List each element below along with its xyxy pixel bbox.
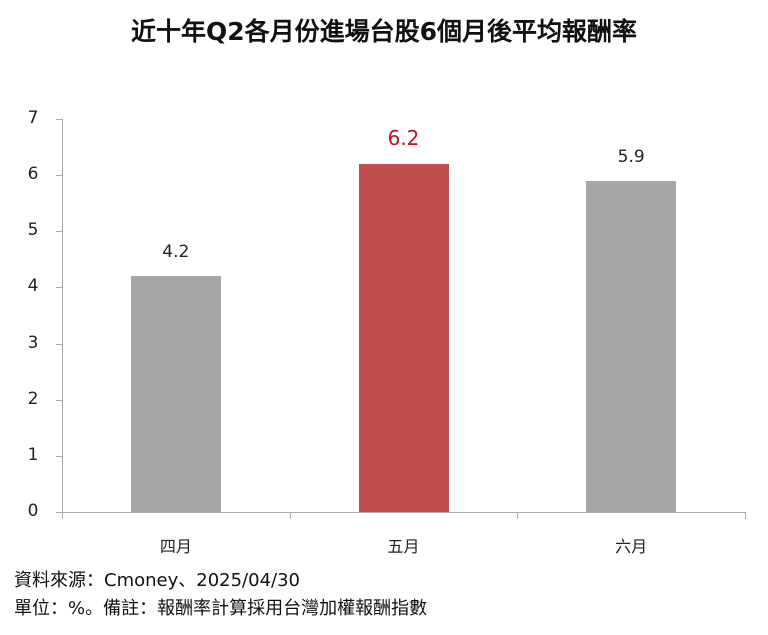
x-category-label: 六月 bbox=[615, 537, 648, 556]
y-tick bbox=[56, 455, 62, 457]
x-tick bbox=[517, 512, 519, 519]
bar-3 bbox=[586, 180, 677, 512]
bar-chart: 0 1 2 3 4 5 6 7 4.2 四月 6.2 五月 5.9 六月 bbox=[27, 108, 746, 556]
y-tick-label: 7 bbox=[27, 108, 39, 128]
y-tick bbox=[56, 287, 62, 289]
x-category-label: 五月 bbox=[387, 537, 420, 556]
y-tick-label: 3 bbox=[27, 332, 39, 353]
y-tick bbox=[56, 343, 62, 345]
bar-1 bbox=[130, 276, 221, 512]
y-axis bbox=[62, 119, 63, 519]
x-tick bbox=[745, 512, 746, 519]
source-note: 資料來源：Cmoney、2025/04/30 bbox=[14, 570, 300, 591]
y-tick bbox=[56, 119, 62, 120]
bar-2 bbox=[358, 163, 449, 512]
y-tick-label: 5 bbox=[27, 220, 39, 241]
y-tick-label: 0 bbox=[27, 501, 39, 521]
unit-note: 單位：%。備註：報酬率計算採用台灣加權報酬指數 bbox=[14, 598, 428, 619]
y-tick bbox=[56, 399, 62, 401]
bar-value-label: 5.9 bbox=[617, 146, 645, 167]
x-category-label: 四月 bbox=[159, 537, 192, 556]
y-tick-label: 2 bbox=[27, 388, 39, 409]
x-tick bbox=[289, 512, 291, 519]
y-tick bbox=[56, 231, 62, 233]
chart-title: 近十年Q2各月份進場台股6個月後平均報酬率 bbox=[130, 17, 638, 46]
bar-value-label: 4.2 bbox=[162, 242, 190, 263]
y-tick bbox=[56, 512, 62, 513]
y-tick-label: 6 bbox=[27, 164, 39, 185]
y-tick bbox=[56, 175, 62, 177]
bar-value-label: 6.2 bbox=[387, 125, 420, 150]
x-axis bbox=[56, 512, 746, 513]
y-tick-label: 4 bbox=[27, 276, 39, 297]
y-tick-label: 1 bbox=[27, 444, 39, 465]
x-tick bbox=[62, 512, 63, 519]
